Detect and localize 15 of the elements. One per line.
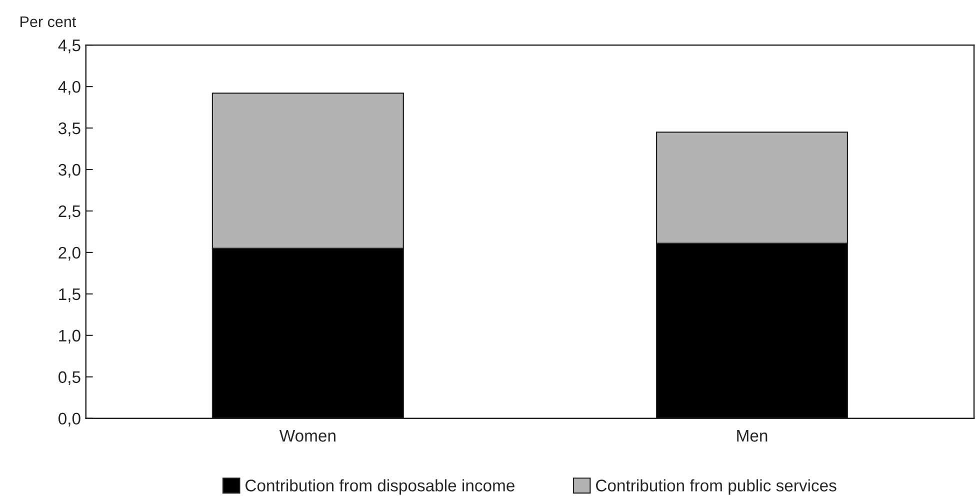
legend-label: Contribution from public services xyxy=(596,479,836,495)
y-tick-label: 2,5 xyxy=(58,205,80,220)
y-tick-label: 0,0 xyxy=(58,412,80,427)
legend-label: Contribution from disposable income xyxy=(246,479,514,495)
y-tick-label: 4,5 xyxy=(58,40,80,54)
y-tick-label: 1,0 xyxy=(59,330,80,344)
y-tick-label: 3,5 xyxy=(58,122,80,136)
x-tick-label: Men xyxy=(737,430,768,442)
y-axis-title: Per cent xyxy=(20,16,76,28)
y-tick-label: 2,0 xyxy=(58,246,80,261)
y-tick-label: 4,0 xyxy=(58,80,80,95)
y-tick-label: 1,5 xyxy=(59,288,80,302)
x-tick-label: Women xyxy=(279,430,336,442)
y-tick-label: 3,0 xyxy=(58,164,80,178)
y-tick-label: 0,5 xyxy=(58,371,80,386)
